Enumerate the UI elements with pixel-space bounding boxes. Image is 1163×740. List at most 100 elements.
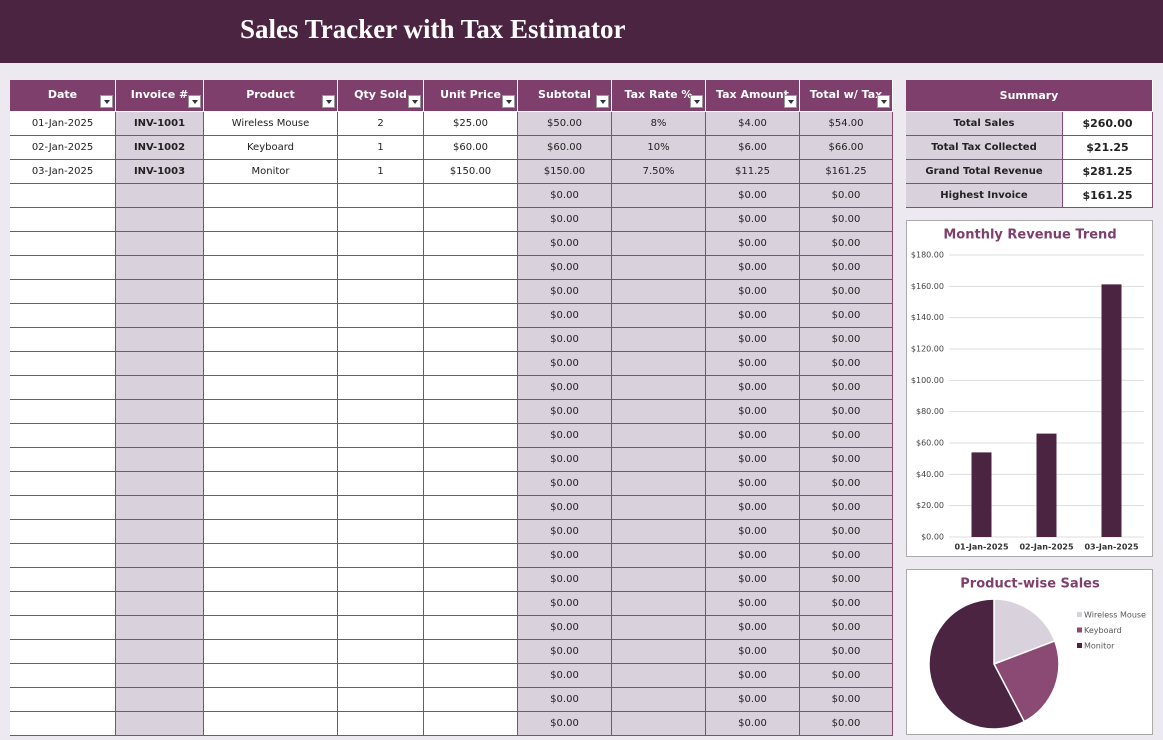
- table-cell: $0.00: [518, 184, 612, 208]
- table-cell: [612, 208, 706, 232]
- y-tick-label: $20.00: [916, 501, 944, 510]
- table-cell: [338, 616, 424, 640]
- table-cell: [338, 544, 424, 568]
- table-cell: [338, 280, 424, 304]
- table-cell: [612, 304, 706, 328]
- filter-button[interactable]: [596, 95, 609, 108]
- table-cell: $0.00: [800, 400, 893, 424]
- table-cell: [424, 544, 518, 568]
- table-cell: $0.00: [518, 208, 612, 232]
- table-cell: [424, 640, 518, 664]
- table-cell: [10, 256, 116, 280]
- table-cell: [338, 712, 424, 736]
- filter-button[interactable]: [784, 95, 797, 108]
- column-header: Total w/ Tax: [800, 80, 893, 112]
- table-cell: [338, 688, 424, 712]
- filter-button[interactable]: [188, 95, 201, 108]
- table-cell: [116, 232, 204, 256]
- table-cell: [116, 352, 204, 376]
- column-header: Invoice #: [116, 80, 204, 112]
- table-cell: [338, 256, 424, 280]
- table-cell: $0.00: [800, 256, 893, 280]
- table-cell: $0.00: [518, 688, 612, 712]
- filter-button[interactable]: [322, 95, 335, 108]
- table-cell: INV-1003: [116, 160, 204, 184]
- table-cell: [612, 520, 706, 544]
- table-cell: [10, 400, 116, 424]
- table-cell: $0.00: [800, 616, 893, 640]
- table-cell: [10, 304, 116, 328]
- filter-button[interactable]: [877, 95, 890, 108]
- filter-button[interactable]: [502, 95, 515, 108]
- table-cell: [424, 280, 518, 304]
- table-cell: [10, 592, 116, 616]
- table-cell: $54.00: [800, 112, 893, 136]
- table-cell: [204, 496, 338, 520]
- table-cell: [612, 352, 706, 376]
- table-cell: [116, 424, 204, 448]
- table-cell: [612, 496, 706, 520]
- column-header: Qty Sold: [338, 80, 424, 112]
- table-cell: [10, 208, 116, 232]
- table-cell: 03-Jan-2025: [10, 160, 116, 184]
- table-cell: [424, 520, 518, 544]
- x-tick-label: 01-Jan-2025: [954, 543, 1009, 552]
- table-cell: $0.00: [706, 208, 800, 232]
- table-cell: [116, 184, 204, 208]
- table-cell: $0.00: [800, 184, 893, 208]
- table-cell: [424, 592, 518, 616]
- summary-value: $21.25: [1063, 136, 1153, 160]
- summary-value: $260.00: [1063, 112, 1153, 136]
- table-cell: [10, 328, 116, 352]
- table-cell: $50.00: [518, 112, 612, 136]
- summary-label: Total Tax Collected: [906, 136, 1063, 160]
- bar: [971, 452, 992, 537]
- filter-button[interactable]: [408, 95, 421, 108]
- table-cell: $0.00: [706, 256, 800, 280]
- table-cell: [338, 592, 424, 616]
- table-cell: [612, 256, 706, 280]
- table-cell: [204, 616, 338, 640]
- filter-button[interactable]: [100, 95, 113, 108]
- table-cell: [116, 208, 204, 232]
- table-cell: [612, 640, 706, 664]
- table-cell: $0.00: [706, 352, 800, 376]
- table-cell: [116, 712, 204, 736]
- table-cell: 1: [338, 136, 424, 160]
- table-cell: INV-1002: [116, 136, 204, 160]
- table-cell: [204, 592, 338, 616]
- filter-button[interactable]: [690, 95, 703, 108]
- pie-slice: [993, 598, 1056, 666]
- table-cell: [204, 688, 338, 712]
- table-cell: [116, 664, 204, 688]
- table-cell: [116, 448, 204, 472]
- x-tick-label: 02-Jan-2025: [1019, 543, 1074, 552]
- table-cell: $0.00: [518, 256, 612, 280]
- table-cell: [204, 448, 338, 472]
- pie-slice: [992, 639, 1060, 723]
- table-cell: [424, 496, 518, 520]
- table-cell: [10, 472, 116, 496]
- table-cell: [338, 328, 424, 352]
- column-header: Date: [10, 80, 116, 112]
- table-cell: [424, 352, 518, 376]
- page-title: Sales Tracker with Tax Estimator: [240, 14, 626, 44]
- table-cell: [338, 352, 424, 376]
- table-cell: [424, 424, 518, 448]
- table-cell: [424, 472, 518, 496]
- bar: [1101, 284, 1122, 537]
- title-bar: Sales Tracker with Tax Estimator: [0, 0, 1163, 63]
- table-cell: [612, 184, 706, 208]
- table-cell: [424, 256, 518, 280]
- table-cell: [424, 616, 518, 640]
- table-cell: [424, 184, 518, 208]
- table-cell: [612, 376, 706, 400]
- table-cell: [338, 640, 424, 664]
- table-cell: [204, 184, 338, 208]
- y-tick-label: $0.00: [921, 533, 944, 542]
- table-cell: [612, 232, 706, 256]
- table-cell: [338, 520, 424, 544]
- table-cell: [612, 280, 706, 304]
- table-cell: $0.00: [800, 688, 893, 712]
